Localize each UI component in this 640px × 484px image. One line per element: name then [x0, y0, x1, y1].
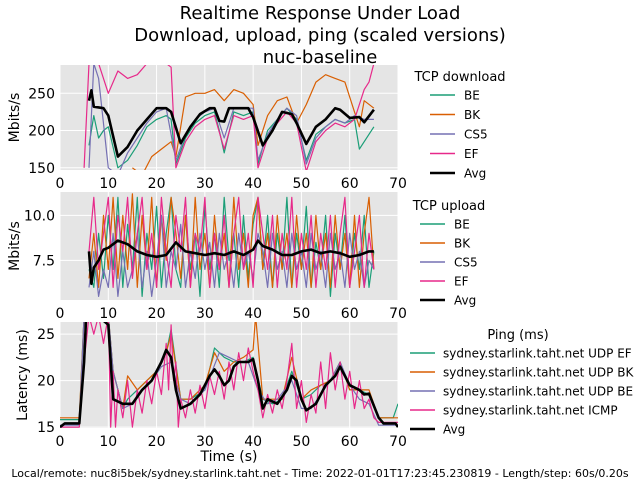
- legend-label: CS5: [464, 128, 488, 142]
- legend-label: BK: [454, 237, 471, 251]
- series-line-ef: [83, 65, 375, 170]
- x-tick-label: 30: [196, 434, 214, 450]
- legend-label: sydney.starlink.taht.net ICMP: [443, 404, 618, 418]
- title-line-2: Download, upload, ping (scaled versions): [134, 25, 506, 46]
- series-group: [83, 65, 375, 170]
- y-tick-label: 150: [28, 161, 55, 177]
- x-axis-label: Time (s): [200, 449, 258, 465]
- legend-label: sydney.starlink.taht.net UDP BK: [443, 366, 634, 380]
- legend: TCP download BE BK CS5 EF Avg: [413, 70, 505, 181]
- legend: TCP upload BE BK CS5 EF Avg: [412, 199, 486, 308]
- title-line-1: Realtime Response Under Load: [180, 3, 461, 24]
- legend-label: BE: [454, 218, 470, 232]
- panel-3: 0 10 20 30 40 50 60 70 15 20 25 Latency (ms) Ping (m…: [15, 322, 634, 450]
- y-tick-label: 20: [37, 374, 55, 390]
- legend-label: EF: [454, 275, 469, 289]
- x-tick-label: 20: [148, 176, 166, 192]
- legend-label: BK: [464, 108, 481, 122]
- x-tick-label: 50: [293, 434, 311, 450]
- x-tick-label: 70: [389, 434, 407, 450]
- legend-title: TCP upload: [412, 199, 486, 214]
- x-tick-label: 40: [244, 306, 262, 322]
- series-line-cs5: [88, 65, 374, 170]
- y-axis-label: Mbits/s: [7, 221, 23, 271]
- legend-label: sydney.starlink.taht.net UDP EF: [443, 347, 632, 361]
- x-tick-label: 70: [389, 176, 407, 192]
- x-tick-label: 60: [341, 434, 359, 450]
- series-line-ef: [88, 196, 375, 288]
- x-tick-label: 0: [56, 434, 65, 450]
- series-line-bk: [88, 193, 375, 288]
- x-tick-label: 40: [244, 176, 262, 192]
- x-tick-label: 10: [99, 176, 117, 192]
- x-tick-label: 60: [341, 176, 359, 192]
- x-tick-label: 10: [99, 306, 117, 322]
- y-tick-label: 250: [28, 86, 55, 102]
- y-tick-label: 15: [37, 420, 55, 436]
- legend-label: Avg: [443, 423, 465, 437]
- legend-label: CS5: [454, 256, 478, 270]
- series-line-avg: [87, 89, 375, 158]
- y-tick-label: 10.0: [24, 208, 55, 224]
- y-tick-label: 200: [28, 124, 55, 140]
- y-tick-label: 7.5: [33, 253, 55, 269]
- x-tick-label: 20: [148, 306, 166, 322]
- legend-label: Avg: [464, 167, 486, 181]
- x-tick-label: 70: [389, 306, 407, 322]
- title-line-3: nuc-baseline: [263, 47, 378, 68]
- legend-label: BE: [464, 89, 480, 103]
- x-tick-label: 30: [196, 176, 214, 192]
- y-axis-label: Mbits/s: [7, 93, 23, 143]
- panel-1: 0 10 20 30 40 50 60 70 150 200 250 Mbits/s TCP downl…: [7, 65, 506, 192]
- legend-title: TCP download: [413, 70, 505, 85]
- x-tick-label: 60: [341, 306, 359, 322]
- x-tick-label: 40: [244, 434, 262, 450]
- legend-label: EF: [464, 147, 479, 161]
- x-tick-label: 30: [196, 306, 214, 322]
- legend-label: sydney.starlink.taht.net UDP BE: [443, 385, 633, 399]
- x-tick-label: 20: [148, 434, 166, 450]
- series-group: [60, 322, 398, 428]
- x-tick-label: 0: [56, 176, 65, 192]
- series-line-avg: [60, 322, 398, 428]
- legend-label: Avg: [454, 294, 476, 308]
- series-line-avg: [87, 239, 374, 286]
- y-tick-label: 25: [37, 327, 55, 343]
- x-tick-label: 50: [293, 176, 311, 192]
- series-group: [87, 193, 375, 297]
- y-axis-label: Latency (ms): [15, 329, 31, 421]
- footer-info: Local/remote: nuc8i5bek/sydney.starlink.…: [11, 467, 629, 480]
- legend: Ping (ms) sydney.starlink.taht.net UDP EF…: [410, 328, 634, 437]
- x-tick-label: 0: [56, 306, 65, 322]
- x-tick-label: 50: [293, 306, 311, 322]
- x-tick-label: 10: [99, 434, 117, 450]
- legend-title: Ping (ms): [487, 328, 548, 343]
